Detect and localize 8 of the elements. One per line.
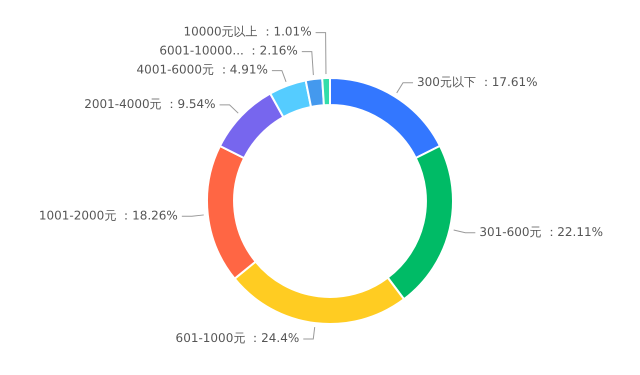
slice-label: 6001-10000... ：2.16% — [159, 44, 298, 58]
slice-label: 10000元以上 ：1.01% — [183, 24, 312, 39]
slice-label: 301-600元 ：22.11% — [479, 224, 604, 239]
slice-label: 1001-2000元 ：18.26% — [38, 208, 178, 222]
slice-label: 300元以下 ：17.61% — [417, 74, 538, 89]
slice-label: 4001-6000元 ：4.91% — [136, 62, 268, 77]
slice-label: 601-1000元 ：24.4% — [176, 331, 300, 346]
slice-label: 2001-4000元 ：9.54% — [84, 97, 216, 112]
